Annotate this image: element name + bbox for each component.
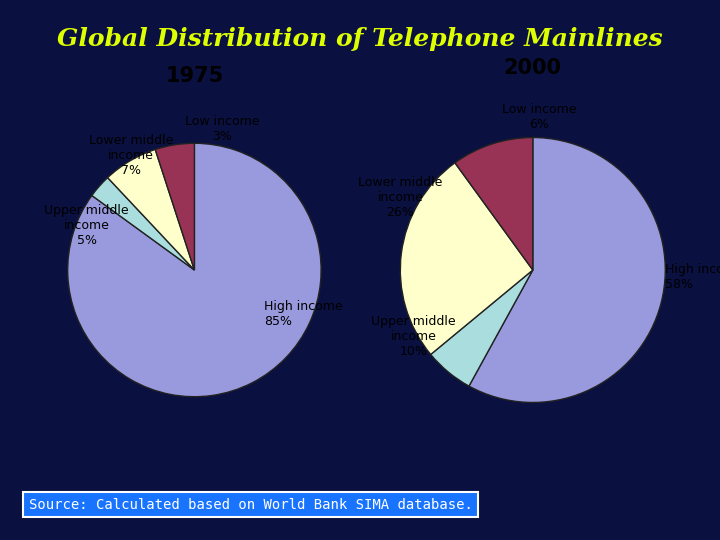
- Text: Upper middle
income
10%: Upper middle income 10%: [372, 315, 456, 357]
- Wedge shape: [92, 178, 194, 270]
- Text: Source: Calculated based on World Bank SIMA database.: Source: Calculated based on World Bank S…: [29, 498, 472, 512]
- Wedge shape: [455, 138, 533, 270]
- Text: 2000: 2000: [504, 58, 562, 78]
- Text: High income
85%: High income 85%: [264, 300, 343, 328]
- Wedge shape: [469, 138, 665, 402]
- Text: High income
58%: High income 58%: [665, 262, 720, 291]
- Text: Lower middle
income
26%: Lower middle income 26%: [358, 176, 443, 219]
- Text: Low income
6%: Low income 6%: [502, 103, 577, 131]
- Wedge shape: [400, 163, 533, 354]
- Text: Global Distribution of Telephone Mainlines: Global Distribution of Telephone Mainlin…: [57, 27, 663, 51]
- Text: Lower middle
income
7%: Lower middle income 7%: [89, 134, 174, 178]
- Wedge shape: [68, 143, 321, 397]
- Wedge shape: [156, 143, 194, 270]
- Wedge shape: [431, 270, 533, 386]
- Text: 1975: 1975: [166, 66, 223, 86]
- Wedge shape: [108, 150, 194, 270]
- Text: Low income
3%: Low income 3%: [185, 115, 259, 143]
- Text: Upper middle
income
5%: Upper middle income 5%: [45, 204, 129, 247]
